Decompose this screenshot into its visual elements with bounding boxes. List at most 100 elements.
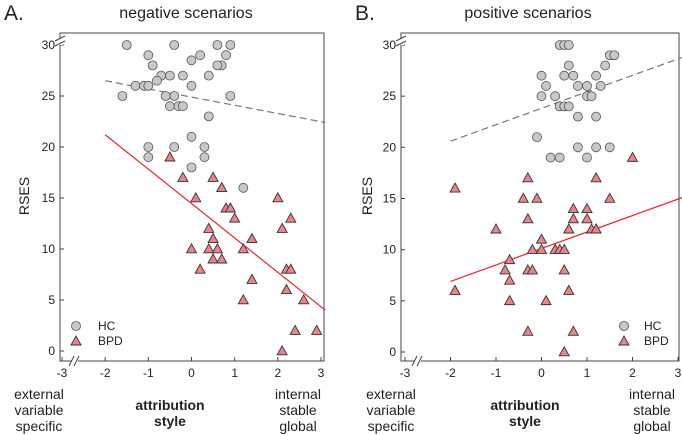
panel-b-x-right-label: internal stable global [629, 386, 675, 434]
y-tick-label: 5 [48, 293, 55, 307]
hc-point [573, 142, 583, 153]
y-tick-label: 10 [383, 243, 397, 257]
bpd-fit-line [450, 197, 682, 282]
hc-point [563, 101, 574, 112]
bpd-point [237, 242, 250, 254]
hc-point [582, 152, 592, 163]
x-tick-label: 2 [629, 366, 636, 380]
bpd-point [164, 151, 176, 162]
y-axis-break [54, 35, 66, 47]
y-axis-break [395, 35, 407, 47]
legend-bpd-label: BPD [644, 334, 669, 348]
bpd-point [272, 191, 284, 203]
bpd-point [503, 253, 516, 265]
x-left-line-3: specific [16, 418, 63, 434]
bpd-point [211, 242, 224, 254]
bpd-point [526, 243, 539, 254]
panel-b-fit-lines [450, 56, 682, 282]
bpd-point [517, 192, 530, 203]
bpd-point [289, 324, 301, 335]
x-right-line-2: stable [279, 402, 317, 418]
bpd-point [563, 223, 575, 234]
hc-point [221, 50, 231, 61]
hc-point [591, 70, 601, 81]
bpd-point [237, 293, 250, 305]
bpd-point [207, 232, 219, 244]
bpd-point [581, 202, 593, 213]
hc-point [186, 80, 197, 91]
hc-point [203, 70, 214, 81]
x-tick-label: 2 [274, 366, 281, 380]
hc-point [195, 50, 206, 61]
hc-point [563, 40, 574, 50]
hc-point [147, 60, 158, 71]
hc-point [143, 50, 154, 61]
bpd-point [567, 325, 580, 336]
bpd-point [246, 232, 258, 244]
panel-b-y-ticks: 0 5 10 15 20 25 30 [383, 35, 407, 359]
panel-b-x-ticks: -3 -2 -1 0 1 2 3 [400, 355, 682, 380]
legend-hc-marker [71, 321, 81, 331]
hc-point [199, 152, 210, 163]
x-axis-break-gap [414, 358, 421, 364]
bpd-point [522, 325, 534, 336]
x-axis-break [411, 355, 423, 367]
hc-point [536, 91, 547, 102]
hc-point [169, 91, 180, 101]
bpd-point [276, 344, 288, 356]
x-tick-label: 3 [318, 366, 325, 380]
bpd-point [603, 192, 616, 203]
y-tick-label: 20 [42, 140, 56, 154]
panel-b-legend: HC BPD [618, 319, 669, 348]
bpd-point [215, 181, 228, 193]
x-axis-break [68, 355, 80, 367]
y-tick-label: 30 [383, 38, 397, 52]
x-tick-label: 1 [584, 366, 591, 380]
hc-point [212, 60, 223, 71]
hc-point [160, 91, 171, 101]
x-label-line-1: attribution [490, 397, 559, 413]
bpd-point [449, 182, 461, 193]
hc-point [586, 91, 597, 102]
panel-b-title: positive scenarios [464, 5, 591, 22]
y-tick-label: 15 [383, 192, 397, 206]
hc-point [165, 101, 175, 112]
legend-bpd-marker [70, 335, 82, 346]
hc-point [600, 60, 611, 71]
y-tick-label: 20 [383, 140, 397, 154]
hc-point [152, 75, 162, 86]
bpd-point [522, 212, 534, 224]
y-tick-label: 10 [42, 242, 56, 256]
bpd-point [626, 151, 639, 162]
hc-point [582, 81, 592, 91]
hc-point [225, 91, 236, 101]
hc-point [554, 152, 565, 163]
legend-hc-marker [619, 321, 629, 331]
bpd-point [285, 212, 297, 223]
hc-point [595, 81, 606, 91]
hc-point [143, 152, 154, 163]
hc-point [177, 101, 188, 112]
hc-point [186, 55, 197, 66]
y-tick-label: 30 [42, 38, 56, 52]
hc-point [591, 142, 601, 153]
bpd-point [558, 345, 571, 357]
x-left-line-2: variable [366, 402, 415, 418]
hc-point [550, 91, 561, 102]
bpd-point [449, 284, 461, 295]
panel-a-x-axis-label: attribution style [135, 397, 204, 429]
x-label-line-1: attribution [135, 397, 204, 413]
x-tick-label: -1 [143, 366, 154, 380]
bpd-point [535, 243, 548, 254]
x-right-line-3: global [633, 418, 670, 434]
x-axis-break-gap [71, 358, 78, 364]
panel-a-points [117, 40, 323, 356]
hc-point [568, 70, 579, 81]
panel-a-x-left-label: external variable specific [14, 386, 64, 434]
x-tick-label: 3 [675, 366, 682, 380]
bpd-point [590, 223, 602, 234]
hc-point [186, 131, 197, 142]
hc-point [573, 111, 583, 122]
hc-point [130, 80, 141, 91]
